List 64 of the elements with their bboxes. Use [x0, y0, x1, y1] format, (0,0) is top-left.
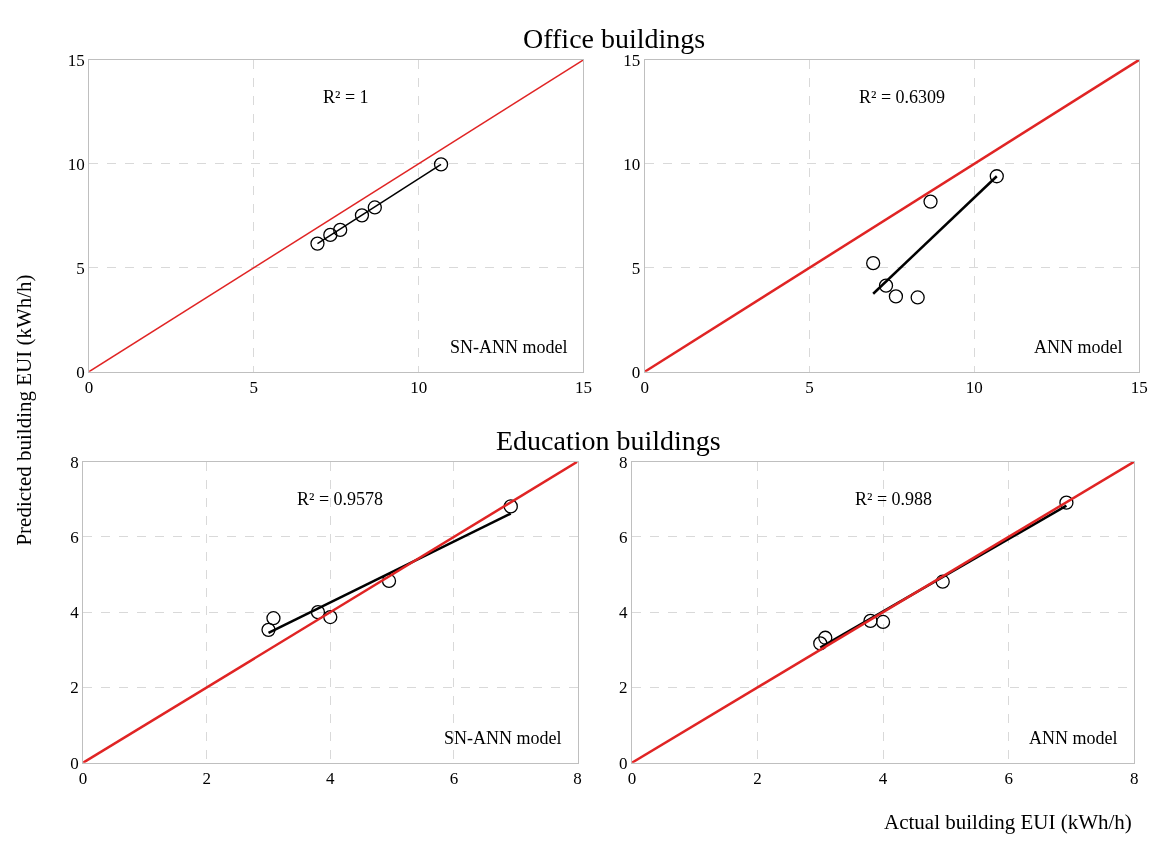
point — [333, 222, 348, 238]
point — [433, 157, 449, 172]
y-tick-label: 8 — [70, 452, 79, 472]
y-tick-label: 0 — [76, 362, 85, 382]
y-tick-label: 2 — [619, 678, 628, 698]
x-tick-label: 2 — [753, 769, 762, 789]
point — [310, 605, 326, 620]
y-tick-label: 4 — [70, 603, 80, 623]
point — [266, 611, 281, 626]
point — [888, 289, 904, 304]
point — [910, 290, 925, 305]
y-tick-label: 6 — [619, 527, 628, 547]
y-tick-label: 0 — [631, 362, 641, 382]
annotation: SN-ANN model — [450, 337, 568, 357]
annotation: R² = 0.9578 — [297, 489, 384, 509]
point — [923, 194, 938, 209]
point — [866, 256, 881, 271]
y-tick-label: 0 — [70, 753, 79, 773]
y-tick-label: 2 — [70, 678, 79, 698]
point — [935, 574, 950, 589]
x-tick-label: 8 — [573, 769, 582, 789]
point — [503, 499, 518, 514]
y-tick-label: 6 — [70, 527, 79, 547]
y-tick-label: 10 — [67, 154, 85, 174]
y-tick-label: 0 — [619, 753, 628, 773]
point — [381, 573, 397, 589]
point — [875, 614, 891, 630]
x-tick-label: 4 — [326, 769, 336, 789]
point — [813, 636, 828, 651]
x-tick-label: 6 — [1004, 769, 1013, 789]
x-tick-label: 10 — [965, 378, 983, 398]
y-tick-label: 10 — [623, 154, 641, 174]
annotation: ANN model — [1029, 728, 1118, 748]
x-tick-label: 10 — [410, 378, 428, 398]
x-tick-label: 6 — [449, 769, 459, 789]
point — [863, 613, 878, 628]
annotation: SN-ANN model — [444, 728, 562, 748]
point — [878, 278, 894, 293]
y-tick-label: 5 — [76, 258, 85, 278]
point — [310, 236, 325, 251]
y-axis-title: Predicted building EUI (kWh/h) — [11, 274, 36, 546]
x-tick-label: 5 — [805, 378, 814, 398]
annotation: R² = 0.988 — [855, 489, 933, 509]
annotation: R² = 0.6309 — [859, 87, 946, 107]
x-tick-label: 5 — [249, 378, 259, 398]
point — [989, 169, 1004, 184]
point — [367, 200, 382, 215]
x-tick-label: 15 — [574, 378, 592, 398]
annotation: R² = 1 — [323, 87, 369, 107]
point — [323, 609, 338, 625]
point — [323, 227, 338, 243]
point — [354, 208, 370, 223]
x-tick-label: 2 — [202, 769, 211, 789]
point — [1059, 495, 1074, 510]
y-tick-label: 5 — [631, 258, 641, 278]
x-axis-title: Actual building EUI (kWh/h) — [884, 810, 1132, 834]
point — [818, 630, 833, 645]
y-tick-label: 15 — [67, 50, 85, 70]
annotation: ANN model — [1034, 337, 1123, 357]
point — [261, 622, 276, 638]
x-tick-label: 4 — [878, 769, 888, 789]
x-tick-label: 8 — [1129, 769, 1139, 789]
y-tick-label: 4 — [619, 603, 628, 623]
x-tick-label: 15 — [1130, 378, 1148, 398]
